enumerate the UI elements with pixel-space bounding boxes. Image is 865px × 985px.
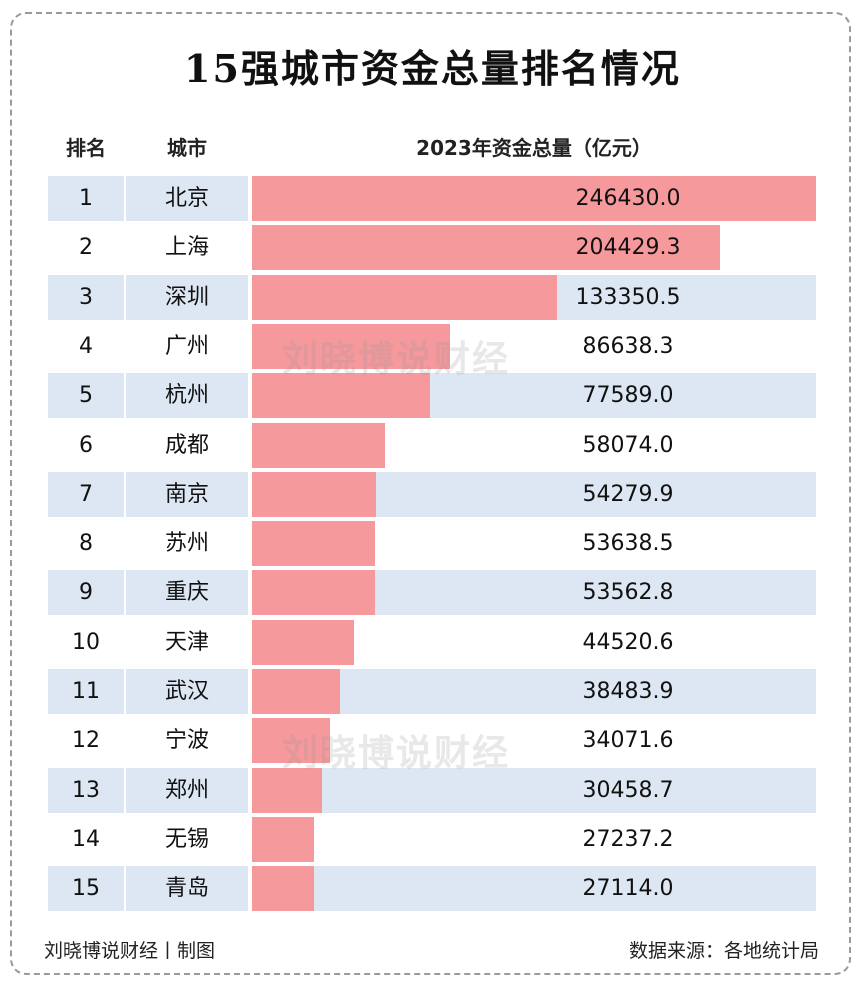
rank-cell: 2 — [79, 235, 93, 261]
value-label: 53562.8 — [582, 580, 674, 606]
city-cell: 南京 — [126, 471, 248, 517]
table-row: 12 宁波 34071.6 — [48, 718, 816, 764]
table-row: 2 上海 204429.3 — [48, 225, 816, 271]
table-row: 7 南京 54279.9 — [48, 471, 816, 517]
value-bar — [252, 816, 315, 862]
value-bar — [252, 176, 816, 221]
value-label: 27114.0 — [582, 876, 674, 902]
rank-cell: 8 — [79, 531, 93, 557]
value-label: 204429.3 — [575, 235, 681, 261]
city-cell: 天津 — [164, 629, 209, 655]
value-cell — [252, 669, 816, 714]
value-bar — [252, 718, 330, 764]
city-cell: 上海 — [164, 235, 209, 261]
city-cell: 深圳 — [126, 274, 248, 320]
header-value: 2023年资金总量（亿元） — [416, 136, 652, 160]
rank-cell: 1 — [48, 176, 124, 221]
table-row: 15 青岛 27114.0 — [48, 866, 816, 912]
table-row: 1 北京 246430.0 — [48, 176, 816, 221]
value-label: 34071.6 — [582, 728, 674, 754]
rank-cell: 14 — [72, 826, 100, 852]
rank-cell: 13 — [48, 767, 124, 813]
rank-cell: 5 — [48, 373, 124, 419]
table-row: 10 天津 44520.6 — [48, 619, 816, 665]
value-bar — [252, 323, 451, 369]
value-bar — [252, 422, 385, 468]
city-cell: 杭州 — [126, 373, 248, 419]
table-row: 9 重庆 53562.8 — [48, 570, 816, 616]
table-row: 4 广州 86638.3 — [48, 323, 816, 369]
value-cell — [252, 866, 816, 912]
value-label: 133350.5 — [575, 284, 681, 310]
city-cell: 武汉 — [126, 669, 248, 714]
value-bar — [252, 669, 341, 714]
value-bar — [252, 521, 375, 567]
rank-cell: 3 — [48, 274, 124, 320]
table-row: 3 深圳 133350.5 — [48, 274, 816, 320]
value-label: 38483.9 — [582, 679, 674, 704]
table-row: 8 苏州 53638.5 — [48, 521, 816, 567]
rank-cell: 12 — [72, 728, 100, 754]
value-bar — [252, 225, 720, 271]
city-cell: 北京 — [126, 176, 248, 221]
city-cell: 苏州 — [164, 531, 209, 557]
value-label: 77589.0 — [582, 383, 674, 409]
rank-cell: 4 — [79, 333, 93, 359]
city-cell: 广州 — [164, 333, 209, 359]
table-row: 11 武汉 38483.9 — [48, 669, 816, 714]
value-label: 58074.0 — [582, 432, 674, 458]
rank-cell: 10 — [72, 629, 100, 655]
city-cell: 重庆 — [126, 570, 248, 616]
rank-cell: 7 — [48, 471, 124, 517]
city-cell: 无锡 — [164, 826, 209, 852]
city-cell: 宁波 — [164, 728, 209, 754]
value-label: 53638.5 — [582, 531, 674, 557]
table-row: 6 成都 58074.0 — [48, 422, 816, 468]
value-bar — [252, 767, 322, 813]
footer-source: 数据来源：各地统计局 — [628, 940, 819, 962]
value-label: 54279.9 — [582, 481, 674, 507]
value-bar — [252, 619, 354, 665]
city-cell: 青岛 — [126, 866, 248, 912]
header-city: 城市 — [167, 136, 207, 160]
table-row: 5 杭州 77589.0 — [48, 373, 816, 419]
value-cell — [252, 767, 816, 813]
chart-title: 15强城市资金总量排名情况 — [184, 46, 681, 91]
header-rank: 排名 — [66, 136, 106, 160]
city-cell: 成都 — [164, 432, 209, 458]
value-bar — [252, 471, 377, 517]
value-label: 27237.2 — [582, 826, 674, 852]
table-row: 13 郑州 30458.7 — [48, 767, 816, 813]
value-bar — [252, 274, 558, 320]
rank-cell: 15 — [48, 866, 124, 912]
value-bar — [252, 373, 430, 419]
value-label: 44520.6 — [582, 629, 674, 655]
rank-cell: 11 — [48, 669, 124, 714]
footer-credit: 刘晓博说财经丨制图 — [44, 940, 216, 962]
city-cell: 郑州 — [126, 767, 248, 813]
value-bar — [252, 866, 315, 912]
value-bar — [252, 570, 375, 616]
rank-cell: 6 — [79, 432, 93, 458]
value-label: 30458.7 — [582, 777, 674, 803]
dashed-frame — [10, 12, 851, 975]
table-row: 14 无锡 27237.2 — [48, 816, 816, 862]
rank-cell: 9 — [48, 570, 124, 616]
value-label: 86638.3 — [582, 333, 674, 359]
value-label: 246430.0 — [575, 186, 681, 211]
